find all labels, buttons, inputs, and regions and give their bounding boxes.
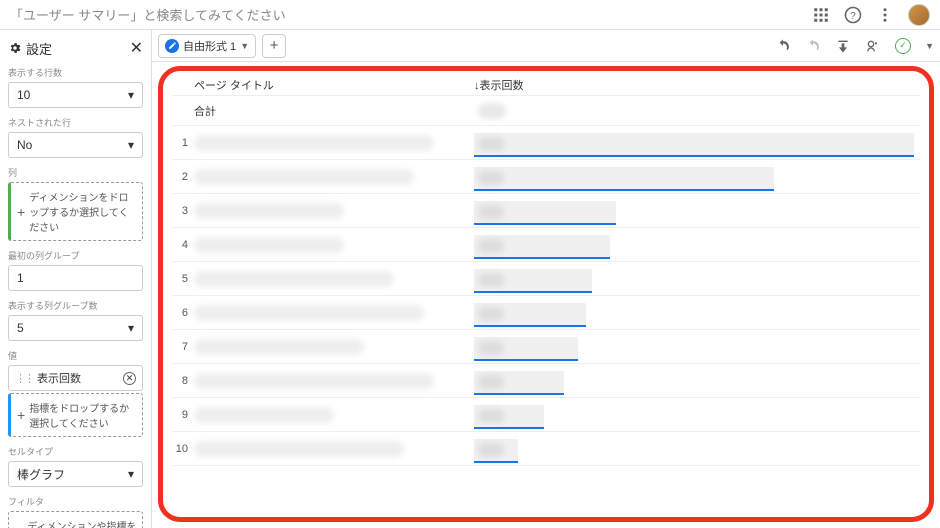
nested-select[interactable]: No▾ — [8, 132, 143, 158]
celltype-select[interactable]: 棒グラフ▾ — [8, 461, 143, 487]
bar-cell — [474, 337, 578, 361]
svg-text:?: ? — [850, 10, 856, 21]
report-table: ページ タイトル ↓表示回数 合計 1 2 3 4 5 6 7 8 9 10 — [172, 74, 920, 514]
row-title-blurred — [194, 203, 344, 219]
help-icon[interactable]: ? — [844, 6, 862, 24]
bar-cell — [474, 167, 774, 191]
header-metric[interactable]: ↓表示回数 — [474, 77, 920, 93]
row-title-blurred — [194, 169, 414, 185]
group-count-label: 表示する列グループ数 — [8, 299, 143, 312]
close-icon[interactable]: ✕ — [130, 38, 143, 58]
sidebar-title: 設定 — [8, 39, 52, 58]
avatar[interactable] — [908, 4, 930, 26]
value-dropzone[interactable]: +指標をドロップするか選択してください — [8, 393, 143, 437]
row-index: 5 — [172, 273, 194, 285]
row-title-blurred — [194, 305, 424, 321]
row-index: 9 — [172, 409, 194, 421]
col-dropzone[interactable]: +ディメンションをドロップするか選択してください — [8, 182, 143, 241]
row-title-blurred — [194, 271, 394, 287]
bar-cell — [474, 439, 518, 463]
bar-cell — [474, 201, 616, 225]
row-index: 2 — [172, 171, 194, 183]
table-row[interactable]: 1 — [172, 126, 920, 160]
chevron-down-icon[interactable]: ▼ — [925, 41, 934, 51]
bar-cell — [474, 303, 586, 327]
row-title-blurred — [194, 135, 434, 151]
table-row[interactable]: 2 — [172, 160, 920, 194]
rows-select[interactable]: 10▾ — [8, 82, 143, 108]
top-bar: 「ユーザー サマリー」と検索してみてください ? — [0, 0, 940, 30]
table-row[interactable]: 5 — [172, 262, 920, 296]
search-placeholder[interactable]: 「ユーザー サマリー」と検索してみてください — [10, 5, 286, 24]
group-count-select[interactable]: 5▾ — [8, 315, 143, 341]
apps-icon[interactable] — [812, 6, 830, 24]
total-row: 合計 — [172, 96, 920, 126]
bar-cell — [474, 371, 564, 395]
tab-bar: 自由形式 1▼ + ✓ ▼ — [152, 30, 940, 62]
row-index: 6 — [172, 307, 194, 319]
celltype-label: セルタイプ — [8, 445, 143, 458]
undo-icon[interactable] — [775, 38, 791, 54]
table-row[interactable]: 8 — [172, 364, 920, 398]
row-index: 10 — [172, 443, 194, 455]
rows-label: 表示する行数 — [8, 66, 143, 79]
col-label: 列 — [8, 166, 143, 179]
row-title-blurred — [194, 237, 344, 253]
table-row[interactable]: 4 — [172, 228, 920, 262]
table-row[interactable]: 3 — [172, 194, 920, 228]
header-title[interactable]: ページ タイトル — [194, 77, 474, 93]
row-index: 8 — [172, 375, 194, 387]
gear-icon — [8, 41, 22, 55]
nested-label: ネストされた行 — [8, 116, 143, 129]
filter-dropzone[interactable]: +ディメンションや指標をドロップするか選択してください — [8, 511, 143, 528]
toolbar: ✓ ▼ — [775, 38, 934, 54]
status-ok-icon[interactable]: ✓ — [895, 38, 911, 54]
row-index: 1 — [172, 137, 194, 149]
table-row[interactable]: 6 — [172, 296, 920, 330]
bar-cell — [474, 133, 914, 157]
share-icon[interactable] — [865, 38, 881, 54]
value-chip[interactable]: ⋮⋮表示回数✕ — [8, 365, 143, 391]
tab-freeform-1[interactable]: 自由形式 1▼ — [158, 34, 256, 58]
table-header: ページ タイトル ↓表示回数 — [172, 74, 920, 96]
redo-icon[interactable] — [805, 38, 821, 54]
table-row[interactable]: 9 — [172, 398, 920, 432]
download-icon[interactable] — [835, 38, 851, 54]
row-title-blurred — [194, 407, 334, 423]
settings-sidebar: 設定 ✕ 表示する行数 10▾ ネストされた行 No▾ 列 +ディメンションをド… — [0, 30, 152, 528]
top-icons: ? — [812, 4, 930, 26]
filter-label: フィルタ — [8, 495, 143, 508]
first-group-label: 最初の列グループ — [8, 249, 143, 262]
menu-dots-icon[interactable] — [876, 6, 894, 24]
add-tab-button[interactable]: + — [262, 34, 286, 58]
table-row[interactable]: 7 — [172, 330, 920, 364]
table-row[interactable]: 10 — [172, 432, 920, 466]
row-title-blurred — [194, 339, 364, 355]
pencil-icon — [168, 41, 177, 50]
row-index: 3 — [172, 205, 194, 217]
value-label: 値 — [8, 349, 143, 362]
remove-icon[interactable]: ✕ — [123, 372, 136, 385]
row-title-blurred — [194, 373, 434, 389]
bar-cell — [474, 269, 592, 293]
content: 自由形式 1▼ + ✓ ▼ ページ タイトル ↓表示回数 合計 — [152, 30, 940, 528]
bar-cell — [474, 235, 610, 259]
first-group-input[interactable]: 1 — [8, 265, 143, 291]
row-title-blurred — [194, 441, 404, 457]
row-index: 7 — [172, 341, 194, 353]
row-index: 4 — [172, 239, 194, 251]
main: 設定 ✕ 表示する行数 10▾ ネストされた行 No▾ 列 +ディメンションをド… — [0, 30, 940, 528]
bar-cell — [474, 405, 544, 429]
